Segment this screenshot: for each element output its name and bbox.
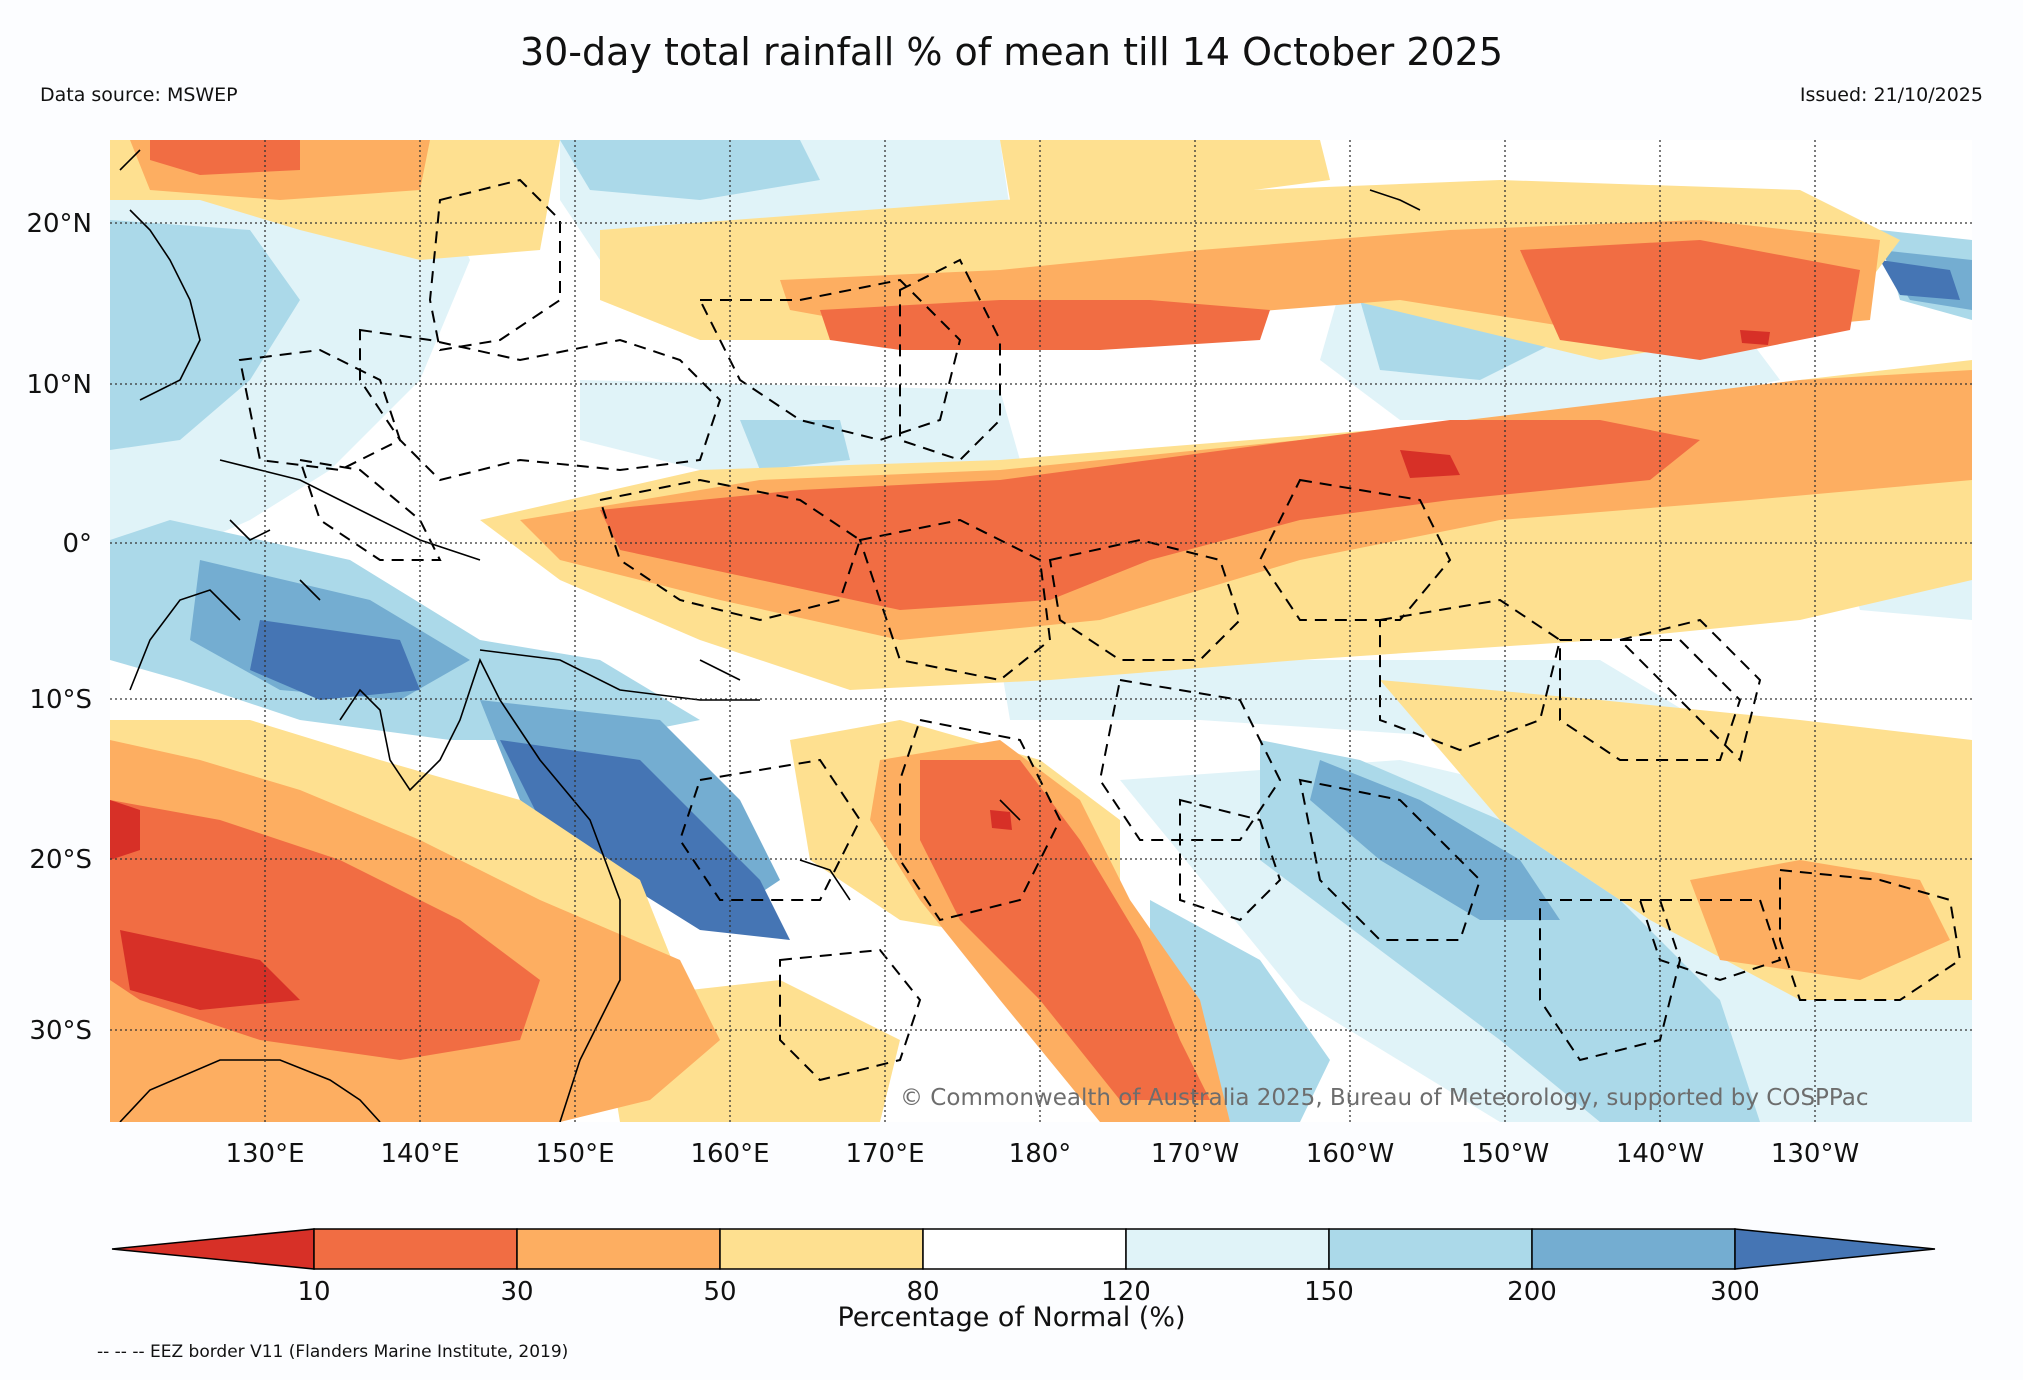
lon-label: 140°E	[380, 1139, 459, 1169]
colorbar-tick: 50	[703, 1277, 736, 1307]
copyright-notice: © Commonwealth of Australia 2025, Bureau…	[900, 1085, 1869, 1111]
lon-label: 130°E	[225, 1139, 304, 1169]
colorbar-swatch	[516, 1228, 721, 1270]
lon-label: 130°W	[1771, 1139, 1859, 1169]
colorbar-label: Percentage of Normal (%)	[837, 1302, 1186, 1333]
colorbar-swatch	[313, 1228, 518, 1270]
colorbar-swatch	[1125, 1228, 1330, 1270]
lon-label: 170°W	[1151, 1139, 1239, 1169]
colorbar-swatch	[922, 1228, 1127, 1270]
lon-label: 170°E	[845, 1139, 924, 1169]
longitude-labels: 130°E 140°E 150°E 160°E 170°E 180° 170°W…	[225, 1139, 1859, 1169]
lat-label: 20°S	[29, 845, 92, 875]
lat-label: 30°S	[29, 1016, 92, 1046]
colorbar-swatch	[719, 1228, 924, 1270]
eez-legend-note: -- -- -- EEZ border V11 (Flanders Marine…	[97, 1342, 569, 1362]
lat-label: 0°	[62, 529, 92, 559]
coastlines	[119, 149, 1421, 1122]
issued-date-label: Issued: 21/10/2025	[1799, 84, 1983, 106]
colorbar-tick: 150	[1304, 1277, 1354, 1307]
lon-label: 150°E	[535, 1139, 614, 1169]
colorbar-ticks: 10 30 50 80 120 150 200 300	[297, 1277, 1759, 1307]
lon-label: 160°E	[690, 1139, 769, 1169]
lon-label: 140°W	[1616, 1139, 1704, 1169]
colorbar-tick: 300	[1710, 1277, 1760, 1307]
map-title: 30-day total rainfall % of mean till 14 …	[519, 30, 1504, 74]
rainfall-field	[110, 140, 1972, 1122]
lat-label: 10°N	[26, 370, 92, 400]
colorbar-high-extension	[1734, 1228, 1936, 1270]
lon-label: 180°	[1009, 1139, 1072, 1169]
graticule	[110, 140, 1972, 1122]
colorbar-swatch	[1328, 1228, 1533, 1270]
colorbar-tick: 200	[1507, 1277, 1557, 1307]
latitude-labels: 20°N 10°N 0° 10°S 20°S 30°S	[26, 209, 92, 1046]
colorbar-swatch	[1531, 1228, 1736, 1270]
colorbar-tick: 120	[1101, 1277, 1151, 1307]
colorbar	[111, 1228, 1936, 1270]
colorbar-tick: 10	[297, 1277, 330, 1307]
lat-label: 10°S	[29, 685, 92, 715]
colorbar-tick: 80	[906, 1277, 939, 1307]
data-source-label: Data source: MSWEP	[40, 84, 238, 106]
colorbar-low-extension	[111, 1228, 315, 1270]
eez-borders	[238, 178, 1962, 1082]
colorbar-tick: 30	[500, 1277, 533, 1307]
lon-label: 150°W	[1461, 1139, 1549, 1169]
lat-label: 20°N	[26, 209, 92, 239]
lon-label: 160°W	[1306, 1139, 1394, 1169]
